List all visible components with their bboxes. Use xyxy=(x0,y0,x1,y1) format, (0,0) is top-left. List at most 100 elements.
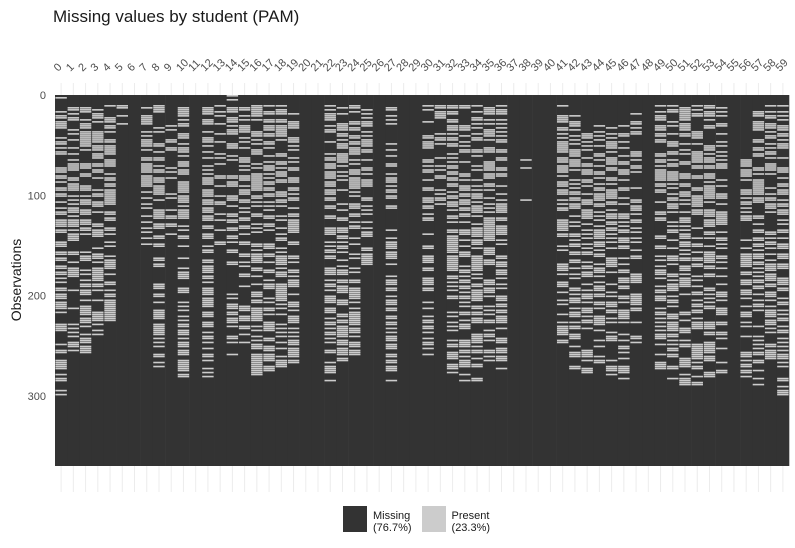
heatmap-cell-present xyxy=(764,157,777,159)
heatmap-cell-present xyxy=(79,259,92,262)
heatmap-cell-present xyxy=(459,305,471,308)
heatmap-cell-present xyxy=(287,271,300,274)
heatmap-cell-present xyxy=(667,287,679,290)
heatmap-cell-present xyxy=(483,221,495,223)
heatmap-cell-present xyxy=(177,181,190,183)
heatmap-cell-present xyxy=(422,199,434,201)
heatmap-cell-present xyxy=(251,359,263,362)
heatmap-cell-present xyxy=(238,211,251,213)
heatmap-cell-present xyxy=(593,255,606,258)
heatmap-cell-present xyxy=(336,359,349,362)
heatmap-cell-present xyxy=(226,147,239,149)
heatmap-cell-present xyxy=(459,327,471,330)
heatmap-cell-present xyxy=(691,293,703,296)
heatmap-cell-present xyxy=(679,267,691,270)
heatmap-cell-present xyxy=(630,321,642,324)
heatmap-cell-present xyxy=(67,273,80,276)
heatmap-cell-present xyxy=(764,275,777,278)
heatmap-cell-present xyxy=(361,185,373,187)
heatmap-cell-present xyxy=(336,303,349,306)
heatmap-cell-present xyxy=(104,273,116,276)
heatmap-cell-present xyxy=(55,277,67,280)
heatmap-cell-present xyxy=(764,207,777,209)
heatmap-cell-present xyxy=(716,337,728,340)
heatmap-cell-present xyxy=(495,359,508,362)
heatmap-cell-present xyxy=(202,217,214,219)
heatmap-cell-present xyxy=(654,273,667,276)
heatmap-cell-present xyxy=(287,303,300,306)
heatmap-cell-present xyxy=(238,115,251,117)
heatmap-cell-present xyxy=(556,225,569,227)
heatmap-cell-present xyxy=(336,313,349,316)
heatmap-cell-present xyxy=(654,265,667,268)
heatmap-cell-present xyxy=(324,227,336,229)
heatmap-cell-present xyxy=(238,241,251,243)
heatmap-cell-present xyxy=(556,235,569,237)
heatmap-cell-present xyxy=(324,351,336,354)
heatmap-cell-present xyxy=(67,169,80,171)
heatmap-cell-present xyxy=(434,197,447,199)
heatmap-cell-present xyxy=(324,181,336,183)
heatmap-cell-present xyxy=(740,161,752,163)
heatmap-cell-present xyxy=(703,289,716,292)
heatmap-cell-present xyxy=(495,367,508,370)
heatmap-cell-present xyxy=(324,269,336,272)
heatmap-cell-present xyxy=(202,323,214,326)
heatmap-cell-present xyxy=(67,275,80,278)
heatmap-cell-present xyxy=(483,211,495,213)
heatmap-cell-present xyxy=(226,111,239,113)
heatmap-cell-present xyxy=(238,341,251,344)
heatmap-cell-present xyxy=(691,263,703,266)
heatmap-cell-present xyxy=(226,237,239,239)
heatmap-cell-present xyxy=(471,293,483,296)
heatmap-cell-present xyxy=(92,139,104,141)
heatmap-cell-present xyxy=(569,115,581,117)
heatmap-cell-present xyxy=(679,229,691,231)
heatmap-cell-present xyxy=(238,315,251,318)
heatmap-cell-present xyxy=(153,227,165,229)
heatmap-cell-present xyxy=(141,163,153,165)
heatmap-cell-present xyxy=(740,259,752,262)
heatmap-cell-present xyxy=(556,249,569,252)
heatmap-cell-present xyxy=(349,127,361,129)
heatmap-cell-present xyxy=(165,139,177,141)
heatmap-cell-present xyxy=(226,175,239,177)
heatmap-cell-present xyxy=(569,267,581,270)
heatmap-cell-present xyxy=(471,283,483,286)
heatmap-cell-present xyxy=(361,169,373,171)
heatmap-cell-present xyxy=(177,147,190,149)
heatmap-cell-present xyxy=(263,325,275,328)
heatmap-cell-present xyxy=(202,267,214,270)
heatmap-cell-present xyxy=(679,257,691,260)
heatmap-cell-present xyxy=(605,261,618,264)
heatmap-cell-present xyxy=(446,143,459,145)
heatmap-cell-present xyxy=(679,161,691,163)
heatmap-cell-present xyxy=(777,357,789,360)
heatmap-cell-present xyxy=(336,153,349,155)
heatmap-cell-present xyxy=(263,165,275,167)
heatmap-cell-present xyxy=(385,185,398,187)
heatmap-cell-present xyxy=(740,321,752,324)
heatmap-cell-present xyxy=(679,327,691,330)
heatmap-cell-present xyxy=(483,259,495,262)
heatmap-cell-present xyxy=(361,205,373,207)
heatmap-cell-present xyxy=(716,311,728,314)
heatmap-cell-present xyxy=(67,153,80,155)
heatmap-cell-present xyxy=(459,127,471,129)
heatmap-cell-present xyxy=(153,333,165,336)
heatmap-cell-present xyxy=(251,181,263,183)
heatmap-cell-present xyxy=(691,243,703,246)
heatmap-cell-present xyxy=(177,155,190,157)
heatmap-cell-present xyxy=(336,143,349,145)
heatmap-cell-present xyxy=(251,295,263,298)
heatmap-cell-present xyxy=(324,279,336,282)
heatmap-cell-present xyxy=(569,191,581,193)
heatmap-cell-present xyxy=(752,343,765,346)
heatmap-cell-present xyxy=(446,339,459,342)
heatmap-cell-present xyxy=(153,265,165,268)
heatmap-cell-present xyxy=(446,113,459,115)
heatmap-cell-present xyxy=(495,185,508,187)
heatmap-cell-present xyxy=(202,145,214,147)
heatmap-cell-present xyxy=(251,223,263,225)
heatmap-cell-present xyxy=(434,133,447,135)
